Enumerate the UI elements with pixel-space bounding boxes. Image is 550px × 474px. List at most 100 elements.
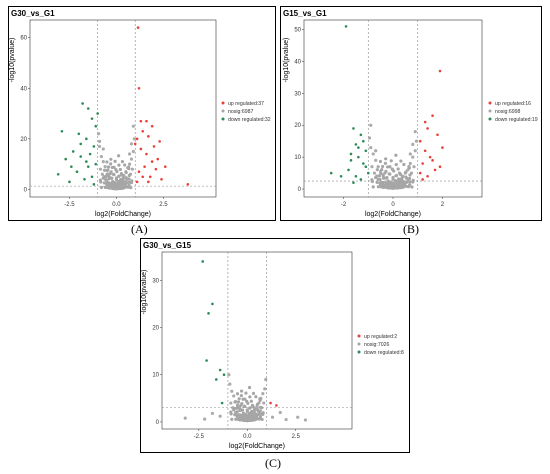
legend-swatch-down [221, 117, 225, 121]
point-nosig-cloud [127, 180, 131, 184]
x-axis-label: log2(FoldChange) [365, 211, 421, 218]
point-nosig [374, 158, 378, 162]
point-nosig-cloud [407, 166, 411, 170]
point-nosig [270, 415, 275, 419]
point-nosig-cloud [375, 168, 379, 172]
y-tick-label: 40 [294, 59, 301, 65]
point-nosig-cloud [394, 153, 398, 157]
point-nosig-cloud [390, 167, 394, 171]
point-nosig-cloud [125, 177, 129, 181]
legend-swatch-nosig [221, 109, 225, 113]
point-up [421, 178, 424, 181]
point-nosig-cloud [238, 416, 242, 420]
volcano-plot-g30-vs-g1: G30_vs_G1 -2.5 0.0 2.5 0 20 40 60 log2(FoldChang… [8, 6, 276, 221]
point-nosig [369, 145, 373, 150]
point-nosig-cloud [408, 173, 412, 177]
x-tick-label: -2.5 [194, 434, 205, 440]
point-nosig [228, 382, 232, 386]
point-nosig-cloud [389, 180, 393, 184]
point-nosig-cloud [242, 417, 246, 422]
point-nosig-cloud [408, 180, 412, 184]
point-nosig-cloud [232, 408, 236, 412]
point-down [352, 181, 355, 184]
point-nosig-cloud [236, 400, 241, 404]
point-up [438, 69, 442, 73]
point-up [418, 171, 422, 175]
point-up [147, 135, 150, 138]
point-down [85, 160, 88, 163]
point-up [433, 168, 437, 172]
point-down [90, 175, 94, 179]
point-nosig [230, 389, 234, 393]
point-up [160, 178, 163, 181]
figure-frame [8, 6, 276, 221]
point-up [426, 127, 429, 130]
point-up [423, 120, 427, 124]
point-down [364, 149, 368, 153]
point-down [354, 143, 358, 146]
legend-swatch-up [221, 101, 225, 105]
point-up [148, 175, 152, 179]
point-nosig-cloud [383, 171, 387, 175]
point-nosig-cloud [394, 162, 398, 167]
point-nosig-cloud [251, 405, 255, 409]
point-nosig-cloud [252, 408, 257, 412]
point-nosig-cloud [405, 176, 409, 180]
point-nosig-cloud [239, 403, 243, 407]
point-down [77, 132, 81, 136]
point-nosig [408, 152, 412, 156]
point-nosig-cloud [241, 397, 245, 401]
point-down [79, 142, 83, 146]
volcano-plot-g30-vs-g15: G30_vs_G15 -2.5 0.0 2.5 0 10 20 30 log2(FoldChan… [140, 238, 410, 453]
point-down [92, 145, 96, 148]
point-nosig-cloud [98, 178, 103, 182]
point-up [431, 114, 434, 117]
point-up [137, 86, 141, 90]
point-down [70, 165, 73, 168]
x-tick-label: 2.5 [292, 434, 301, 440]
y-axis-label: -log10(pvalue) [283, 38, 290, 83]
point-nosig-cloud [237, 413, 242, 417]
point-nosig-cloud [230, 417, 234, 421]
point-nosig-cloud [109, 162, 113, 166]
point-down [362, 162, 365, 165]
point-nosig [413, 149, 417, 153]
point-nosig-cloud [107, 181, 111, 185]
y-tick-label: 0 [298, 187, 302, 193]
point-nosig-cloud [398, 172, 403, 177]
point-nosig [227, 373, 231, 377]
point-down [201, 260, 205, 263]
y-tick-label: 30 [152, 278, 159, 284]
point-nosig [263, 387, 267, 391]
point-nosig-cloud [118, 178, 123, 182]
point-nosig [367, 136, 372, 140]
legend-swatch-nosig [357, 342, 361, 346]
point-up [156, 157, 160, 161]
point-down [79, 155, 83, 158]
point-nosig-cloud [371, 185, 375, 189]
point-nosig [408, 161, 412, 166]
legend-swatch-down [488, 117, 492, 121]
point-nosig-cloud [386, 185, 390, 189]
point-nosig-cloud [247, 411, 251, 415]
point-nosig-cloud [238, 406, 242, 411]
plot-area [29, 19, 217, 198]
point-down [96, 112, 99, 115]
point-down [88, 152, 92, 156]
point-nosig-cloud [240, 408, 245, 412]
point-nosig-cloud [254, 395, 258, 399]
point-down [222, 373, 226, 377]
point-down [359, 133, 363, 137]
point-up [150, 160, 154, 163]
points-layer [56, 26, 190, 191]
point-nosig [218, 414, 222, 418]
legend-label-up: up regulated:16 [495, 101, 531, 107]
point-down [64, 157, 67, 161]
point-nosig-cloud [122, 180, 127, 184]
point-down [220, 401, 224, 405]
chart-title: G30_vs_G1 [11, 9, 55, 18]
point-nosig-cloud [113, 186, 118, 190]
point-nosig-cloud [111, 186, 115, 190]
point-nosig-cloud [259, 405, 263, 409]
point-nosig-cloud [383, 161, 388, 165]
